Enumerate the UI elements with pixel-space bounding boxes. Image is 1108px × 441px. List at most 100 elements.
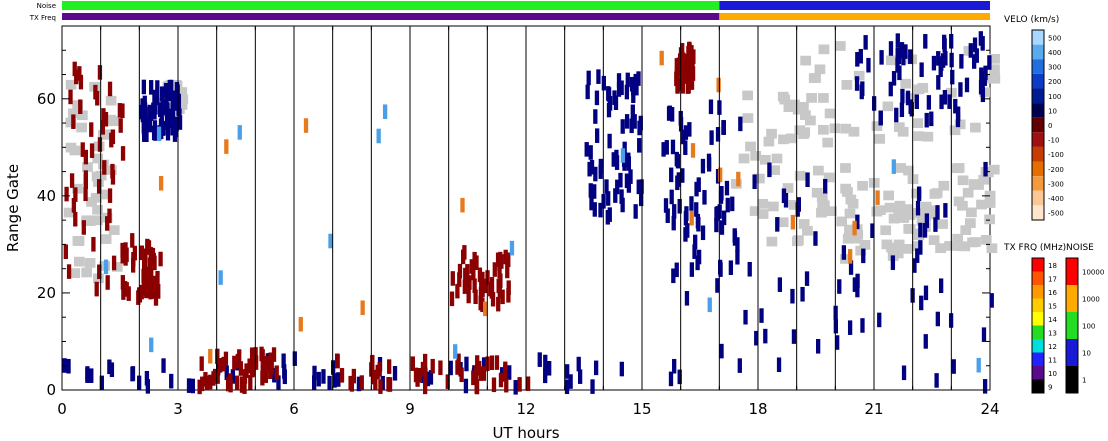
noise-colorbar-tick-label: 10 (1082, 350, 1091, 358)
data-point (141, 268, 146, 284)
data-point (926, 95, 932, 110)
data-point (155, 90, 160, 105)
txfreq-colorbar-tick-label: 10 (1048, 370, 1057, 378)
txfreq-colorbar-swatch (1032, 352, 1044, 366)
data-point (606, 191, 611, 206)
data-point (785, 133, 797, 144)
data-point (768, 201, 779, 212)
data-point (490, 291, 496, 307)
data-point (509, 240, 515, 256)
data-point (224, 139, 229, 154)
data-point (884, 202, 896, 213)
data-point (139, 245, 144, 261)
data-point (684, 206, 689, 221)
noise-colorbar-title: NOISE (1066, 243, 1094, 253)
data-point (619, 80, 624, 96)
data-point (767, 162, 772, 178)
data-point (149, 80, 154, 95)
data-point (199, 356, 204, 371)
data-point (170, 90, 176, 106)
data-point (495, 252, 501, 268)
data-point (149, 337, 154, 353)
data-point (91, 236, 96, 252)
data-point (466, 288, 471, 304)
data-point (543, 354, 548, 370)
data-point (568, 374, 573, 389)
data-point (636, 71, 641, 86)
data-point (677, 369, 682, 385)
data-point (177, 115, 183, 130)
data-point (507, 365, 512, 380)
data-point (943, 51, 948, 66)
data-point (903, 165, 914, 176)
data-point (769, 165, 781, 176)
data-point (564, 379, 570, 394)
data-point (900, 78, 912, 89)
data-point (500, 289, 505, 305)
data-point (692, 244, 697, 259)
velocity-colorbar-tick-label: 0 (1048, 122, 1052, 130)
data-point (750, 151, 762, 161)
status-bar-label: Noise (37, 2, 56, 10)
data-point (97, 264, 102, 280)
data-point (725, 197, 730, 213)
data-point (99, 375, 104, 391)
data-point (105, 95, 117, 106)
data-point (687, 122, 692, 137)
data-point (613, 188, 618, 203)
data-point (954, 119, 966, 130)
data-point (775, 217, 780, 232)
data-point (719, 343, 724, 359)
data-point (696, 249, 702, 265)
noise-colorbar-tick-label: 1 (1082, 377, 1086, 385)
data-point (754, 330, 759, 346)
data-point (230, 369, 236, 384)
data-point (935, 311, 940, 327)
data-point (111, 255, 117, 271)
data-point (73, 256, 85, 267)
data-point (303, 118, 309, 133)
data-point (475, 355, 480, 370)
data-point (918, 222, 923, 238)
data-point (816, 192, 828, 203)
data-point (176, 101, 181, 116)
data-point (132, 245, 138, 261)
data-point (976, 357, 981, 373)
velocity-colorbar-tick-label: 10 (1048, 107, 1057, 115)
txfreq-colorbar-swatch (1032, 325, 1044, 339)
txfreq-colorbar-swatch (1032, 285, 1044, 299)
data-point (148, 106, 154, 121)
data-point (894, 107, 899, 123)
data-point (989, 73, 1001, 84)
data-point (425, 371, 430, 387)
data-point (145, 379, 151, 394)
y-tick-label: 40 (37, 187, 56, 205)
data-point (102, 160, 107, 175)
data-point (457, 272, 462, 287)
velocity-colorbar-tick-label: -300 (1048, 180, 1064, 188)
data-point (913, 131, 925, 142)
data-point (986, 243, 998, 254)
data-point (822, 137, 834, 148)
data-point (268, 364, 273, 380)
velocity-colorbar-swatch (1032, 132, 1044, 147)
data-point (700, 225, 706, 241)
data-point (670, 139, 676, 155)
data-point (158, 175, 164, 191)
data-point (959, 54, 964, 69)
data-point (771, 153, 783, 164)
data-point (852, 277, 857, 292)
data-point (170, 103, 175, 118)
data-point (377, 362, 382, 377)
data-point (638, 115, 643, 131)
data-point (841, 245, 847, 260)
data-point (848, 260, 854, 275)
data-point (457, 263, 463, 279)
data-point (937, 219, 948, 229)
txfreq-colorbar-swatch (1032, 258, 1044, 272)
txfreq-colorbar-outline (1031, 257, 1045, 394)
data-point (81, 220, 86, 235)
x-tick-label: 21 (864, 400, 883, 418)
data-point (987, 55, 992, 70)
data-point (586, 70, 591, 86)
